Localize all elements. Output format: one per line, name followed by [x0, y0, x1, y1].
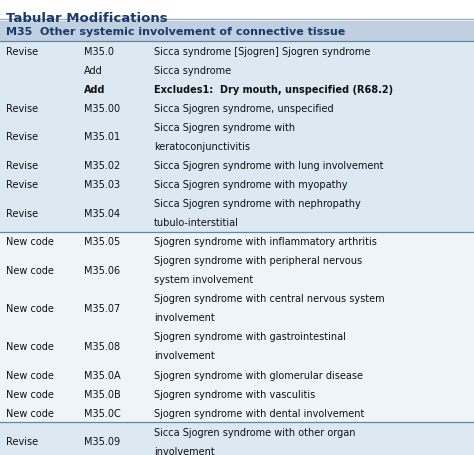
- Text: Sicca Sjogren syndrome with nephropathy: Sicca Sjogren syndrome with nephropathy: [154, 199, 361, 209]
- FancyBboxPatch shape: [0, 118, 474, 156]
- Text: involvement: involvement: [154, 313, 215, 323]
- Text: New code: New code: [6, 408, 54, 418]
- Text: New code: New code: [6, 389, 54, 399]
- Text: Revise: Revise: [6, 46, 38, 56]
- Text: M35  Other systemic involvement of connective tissue: M35 Other systemic involvement of connec…: [6, 27, 345, 37]
- Text: Excludes1:  Dry mouth, unspecified (R68.2): Excludes1: Dry mouth, unspecified (R68.2…: [154, 85, 393, 95]
- Text: Revise: Revise: [6, 161, 38, 171]
- Text: M35.01: M35.01: [84, 132, 120, 142]
- Text: M35.06: M35.06: [84, 265, 120, 275]
- FancyBboxPatch shape: [0, 232, 474, 251]
- Text: Sicca syndrome [Sjogren] Sjogren syndrome: Sicca syndrome [Sjogren] Sjogren syndrom…: [154, 46, 370, 56]
- Text: involvement: involvement: [154, 351, 215, 361]
- Text: Sjogren syndrome with vasculitis: Sjogren syndrome with vasculitis: [154, 389, 315, 399]
- FancyBboxPatch shape: [0, 156, 474, 175]
- Text: Sicca syndrome: Sicca syndrome: [154, 66, 231, 76]
- FancyBboxPatch shape: [0, 251, 474, 289]
- Text: M35.04: M35.04: [84, 208, 120, 218]
- Text: Sicca Sjogren syndrome with other organ: Sicca Sjogren syndrome with other organ: [154, 427, 356, 437]
- Text: Revise: Revise: [6, 208, 38, 218]
- FancyBboxPatch shape: [0, 42, 474, 61]
- FancyBboxPatch shape: [0, 99, 474, 118]
- Text: M35.08: M35.08: [84, 341, 120, 351]
- Text: Sjogren syndrome with inflammatory arthritis: Sjogren syndrome with inflammatory arthr…: [154, 237, 377, 247]
- Text: M35.0B: M35.0B: [84, 389, 121, 399]
- Text: Revise: Revise: [6, 180, 38, 190]
- Text: M35.03: M35.03: [84, 180, 120, 190]
- FancyBboxPatch shape: [0, 175, 474, 194]
- FancyBboxPatch shape: [0, 403, 474, 422]
- FancyBboxPatch shape: [0, 422, 474, 455]
- Text: Sjogren syndrome with dental involvement: Sjogren syndrome with dental involvement: [154, 408, 365, 418]
- FancyBboxPatch shape: [0, 289, 474, 327]
- Text: Sjogren syndrome with glomerular disease: Sjogren syndrome with glomerular disease: [154, 370, 363, 380]
- Text: New code: New code: [6, 303, 54, 313]
- Text: Tabular Modifications: Tabular Modifications: [6, 12, 167, 25]
- Text: New code: New code: [6, 265, 54, 275]
- Text: New code: New code: [6, 341, 54, 351]
- FancyBboxPatch shape: [0, 384, 474, 403]
- Text: Sicca Sjogren syndrome, unspecified: Sicca Sjogren syndrome, unspecified: [154, 104, 334, 114]
- Text: M35.0A: M35.0A: [84, 370, 121, 380]
- Text: tubulo-interstitial: tubulo-interstitial: [154, 217, 239, 228]
- Text: involvement: involvement: [154, 446, 215, 455]
- Text: Add: Add: [84, 85, 106, 95]
- Text: M35.00: M35.00: [84, 104, 120, 114]
- Text: New code: New code: [6, 370, 54, 380]
- Text: Revise: Revise: [6, 132, 38, 142]
- FancyBboxPatch shape: [0, 80, 474, 99]
- Text: M35.07: M35.07: [84, 303, 120, 313]
- Text: Sicca Sjogren syndrome with: Sicca Sjogren syndrome with: [154, 123, 295, 132]
- Text: M35.05: M35.05: [84, 237, 120, 247]
- FancyBboxPatch shape: [0, 61, 474, 80]
- Text: Sjogren syndrome with gastrointestinal: Sjogren syndrome with gastrointestinal: [154, 332, 346, 342]
- Text: Revise: Revise: [6, 104, 38, 114]
- Text: M35.02: M35.02: [84, 161, 120, 171]
- FancyBboxPatch shape: [0, 22, 474, 42]
- Text: Sicca Sjogren syndrome with myopathy: Sicca Sjogren syndrome with myopathy: [154, 180, 347, 190]
- Text: Revise: Revise: [6, 436, 38, 446]
- Text: system involvement: system involvement: [154, 275, 253, 285]
- Text: Sjogren syndrome with peripheral nervous: Sjogren syndrome with peripheral nervous: [154, 256, 362, 266]
- Text: keratoconjunctivitis: keratoconjunctivitis: [154, 142, 250, 152]
- Text: New code: New code: [6, 237, 54, 247]
- Text: Sicca Sjogren syndrome with lung involvement: Sicca Sjogren syndrome with lung involve…: [154, 161, 383, 171]
- FancyBboxPatch shape: [0, 327, 474, 365]
- Text: M35.0C: M35.0C: [84, 408, 121, 418]
- Text: Add: Add: [84, 66, 103, 76]
- FancyBboxPatch shape: [0, 365, 474, 384]
- Text: M35.09: M35.09: [84, 436, 120, 446]
- Text: M35.0: M35.0: [84, 46, 114, 56]
- FancyBboxPatch shape: [0, 194, 474, 232]
- Text: Sjogren syndrome with central nervous system: Sjogren syndrome with central nervous sy…: [154, 294, 385, 303]
